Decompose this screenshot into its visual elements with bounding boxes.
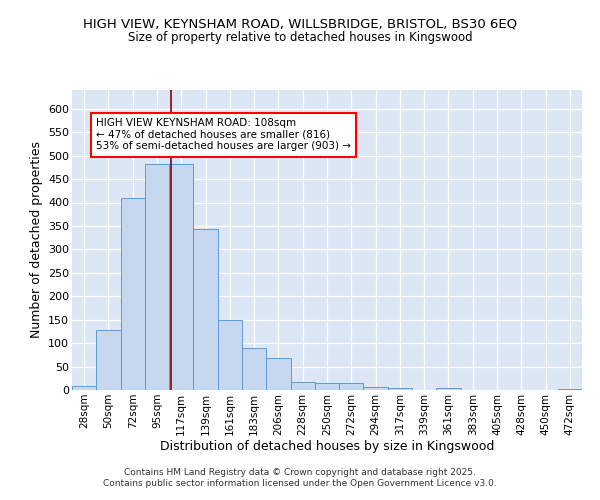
Bar — [339, 383, 364, 390]
Bar — [364, 387, 388, 390]
Bar — [266, 358, 290, 390]
Bar — [290, 382, 315, 390]
X-axis label: Distribution of detached houses by size in Kingswood: Distribution of detached houses by size … — [160, 440, 494, 454]
Bar — [436, 388, 461, 390]
Bar — [388, 388, 412, 390]
Bar — [242, 348, 266, 390]
Bar — [193, 229, 218, 390]
Bar — [96, 330, 121, 390]
Bar — [558, 388, 582, 390]
Bar — [72, 386, 96, 390]
Bar — [145, 164, 169, 390]
Text: Size of property relative to detached houses in Kingswood: Size of property relative to detached ho… — [128, 31, 472, 44]
Bar — [121, 198, 145, 390]
Text: Contains HM Land Registry data © Crown copyright and database right 2025.
Contai: Contains HM Land Registry data © Crown c… — [103, 468, 497, 487]
Bar — [315, 384, 339, 390]
Text: HIGH VIEW, KEYNSHAM ROAD, WILLSBRIDGE, BRISTOL, BS30 6EQ: HIGH VIEW, KEYNSHAM ROAD, WILLSBRIDGE, B… — [83, 18, 517, 30]
Y-axis label: Number of detached properties: Number of detached properties — [29, 142, 43, 338]
Bar — [169, 164, 193, 390]
Text: HIGH VIEW KEYNSHAM ROAD: 108sqm
← 47% of detached houses are smaller (816)
53% o: HIGH VIEW KEYNSHAM ROAD: 108sqm ← 47% of… — [96, 118, 351, 152]
Bar — [218, 320, 242, 390]
